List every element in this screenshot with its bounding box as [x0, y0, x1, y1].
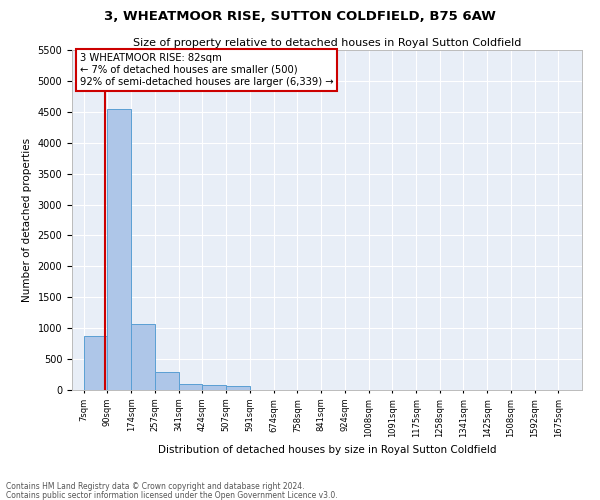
Text: 3, WHEATMOOR RISE, SUTTON COLDFIELD, B75 6AW: 3, WHEATMOOR RISE, SUTTON COLDFIELD, B75…	[104, 10, 496, 23]
Text: Contains public sector information licensed under the Open Government Licence v3: Contains public sector information licen…	[6, 490, 338, 500]
Bar	[226, 386, 250, 390]
Bar	[155, 372, 179, 390]
Bar	[107, 108, 131, 390]
Text: 3 WHEATMOOR RISE: 82sqm
← 7% of detached houses are smaller (500)
92% of semi-de: 3 WHEATMOOR RISE: 82sqm ← 7% of detached…	[80, 54, 333, 86]
Bar	[131, 324, 155, 390]
Text: Contains HM Land Registry data © Crown copyright and database right 2024.: Contains HM Land Registry data © Crown c…	[6, 482, 305, 491]
Bar	[202, 385, 226, 390]
Bar	[84, 336, 107, 390]
Bar	[179, 384, 202, 390]
X-axis label: Distribution of detached houses by size in Royal Sutton Coldfield: Distribution of detached houses by size …	[158, 445, 496, 455]
Title: Size of property relative to detached houses in Royal Sutton Coldfield: Size of property relative to detached ho…	[133, 38, 521, 48]
Y-axis label: Number of detached properties: Number of detached properties	[22, 138, 32, 302]
